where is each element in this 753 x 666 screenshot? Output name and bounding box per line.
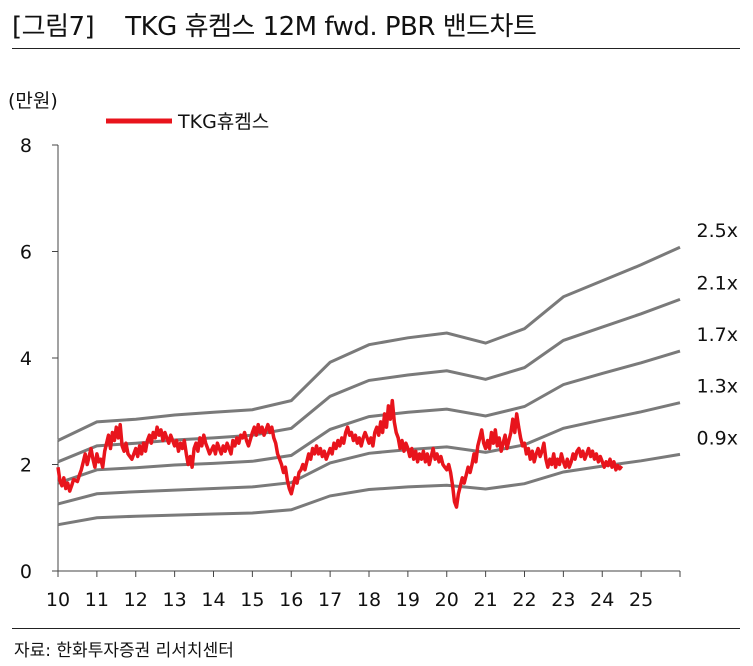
y-tick-label: 2 <box>20 455 32 477</box>
band-line <box>57 401 681 506</box>
band-line <box>57 245 681 442</box>
x-tick-label: 22 <box>512 589 536 611</box>
x-tick-label: 19 <box>396 589 420 611</box>
title-divider <box>12 48 740 49</box>
x-tick-label: 13 <box>163 589 187 611</box>
source-divider <box>12 628 740 629</box>
band-label: 0.9x <box>697 427 738 449</box>
legend-label: TKG휴켐스 <box>177 111 269 133</box>
band-line <box>57 452 681 527</box>
price-line <box>56 398 624 509</box>
y-tick-label: 4 <box>20 348 32 370</box>
x-tick-label: 25 <box>629 589 653 611</box>
y-tick-label: 6 <box>20 242 32 264</box>
price-series <box>56 398 624 509</box>
x-axis: 10 11 12 13 14 15 16 17 18 19 20 21 22 23 24 25 <box>46 570 681 611</box>
x-tick-label: 18 <box>357 589 381 611</box>
x-tick-label: 20 <box>435 589 459 611</box>
band-label: 2.5x <box>697 220 738 242</box>
x-tick-label: 16 <box>279 589 303 611</box>
band-label: 2.1x <box>697 272 738 294</box>
x-tick-label: 14 <box>201 589 225 611</box>
x-tick-label: 10 <box>46 589 70 611</box>
band-label: 1.3x <box>697 376 738 398</box>
y-axis: 0 2 4 6 8 <box>20 135 59 583</box>
pbr-bands: 2.5x 2.1x 1.7x 1.3x 0.9x <box>57 220 738 527</box>
legend: TKG휴켐스 <box>106 111 269 133</box>
x-tick-label: 11 <box>85 589 109 611</box>
x-tick-label: 15 <box>240 589 264 611</box>
x-tick-label: 17 <box>318 589 342 611</box>
y-tick-label: 0 <box>20 561 32 583</box>
band-label: 1.7x <box>697 324 738 346</box>
source-note: 자료: 한화투자증권 리서치센터 <box>14 641 234 661</box>
x-tick-label: 23 <box>551 589 575 611</box>
x-tick-label: 12 <box>124 589 148 611</box>
y-tick-label: 8 <box>20 135 32 157</box>
band-line <box>57 349 681 485</box>
figure-title: [그림7] TKG 휴켐스 12M fwd. PBR 밴드차트 <box>12 12 537 42</box>
x-tick-label: 21 <box>474 589 498 611</box>
y-axis-unit-label: (만원) <box>8 90 58 112</box>
x-tick-label: 24 <box>590 589 614 611</box>
